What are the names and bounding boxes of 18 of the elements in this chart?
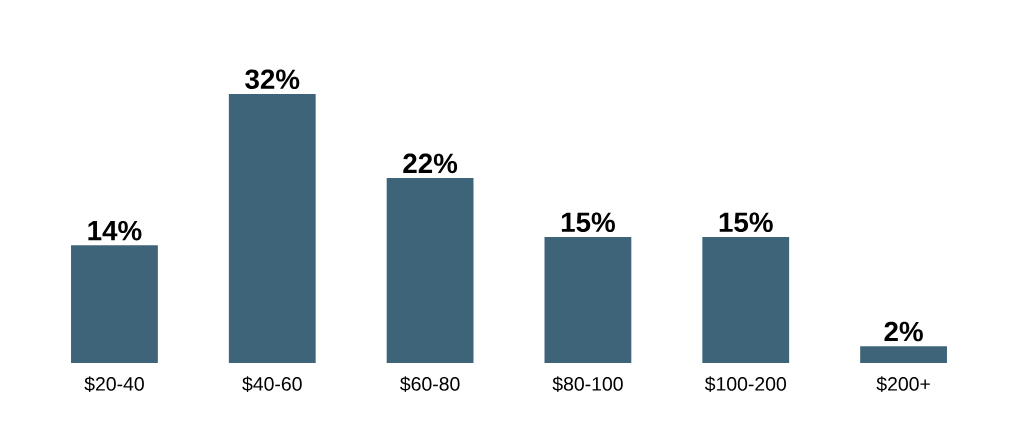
x-tick-label: $60-80 xyxy=(400,376,460,392)
data-label: 14% xyxy=(88,220,142,241)
x-tick-label: $20-40 xyxy=(84,376,144,392)
bar xyxy=(386,177,474,363)
bar xyxy=(71,245,158,363)
data-label: 22% xyxy=(403,153,458,174)
data-label: 2% xyxy=(884,321,923,342)
bar xyxy=(702,236,790,363)
x-tick-label: $40-60 xyxy=(242,376,302,392)
x-tick-label: $100-200 xyxy=(704,376,786,392)
bar xyxy=(860,346,947,363)
x-tick-label: $80-100 xyxy=(552,376,623,392)
data-label: 32% xyxy=(245,69,300,89)
bar xyxy=(544,236,632,363)
x-tick-label: $200+ xyxy=(876,376,930,392)
data-label: 15% xyxy=(561,212,615,232)
bar xyxy=(228,93,316,363)
data-label: 15% xyxy=(719,212,773,232)
